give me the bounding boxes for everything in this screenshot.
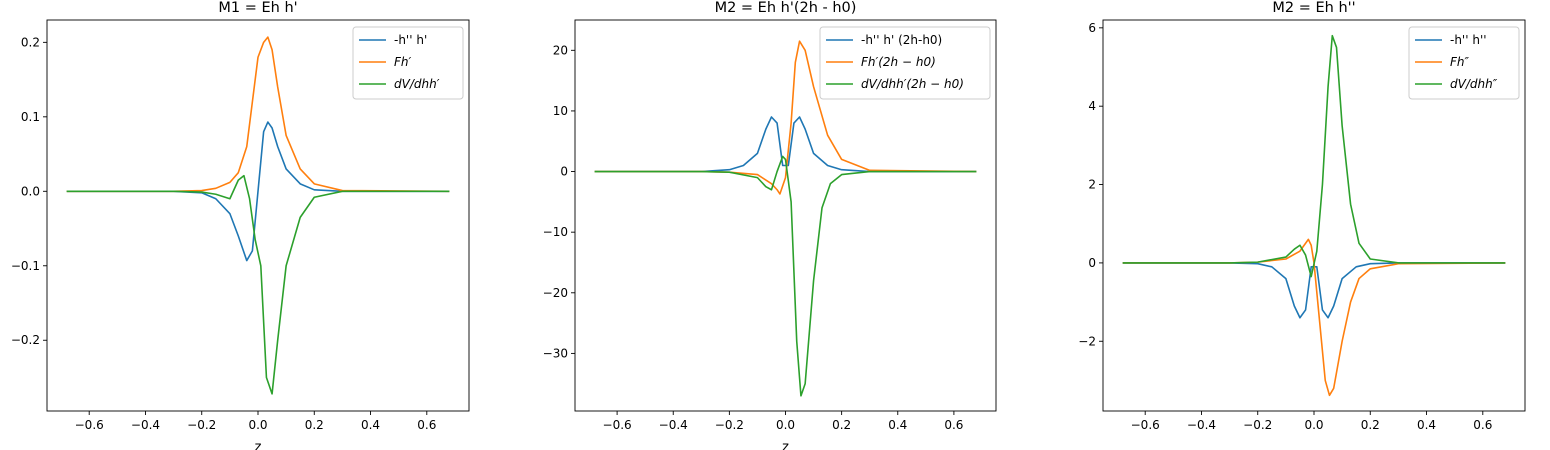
legend-entry-3: dV/dhh″ (1450, 77, 1498, 91)
series-line-2 (1122, 238, 1506, 397)
legend-entry-2: Fh′ (394, 55, 412, 69)
chart-2: −0.6 −0.4 −0.2 0.0 0.2 0.4 0.6 −30 −20 −10 0 10 20 M2… (543, 0, 997, 450)
x-tick-label: −0.4 (1187, 418, 1216, 432)
x-tick-label: −0.6 (75, 418, 104, 432)
y-tick-label: 20 (553, 43, 568, 57)
series-line-1 (66, 121, 450, 262)
y-tick-label: 6 (1088, 21, 1096, 35)
series-line-3 (1122, 34, 1506, 278)
y-tick-label: −0.1 (11, 259, 40, 273)
y-tick-label: 0.2 (21, 35, 40, 49)
y-tick-label: −0.2 (11, 333, 40, 347)
x-tick-label: −0.2 (187, 418, 216, 432)
y-tick-label: 0.1 (21, 110, 40, 124)
x-tick-label: −0.4 (131, 418, 160, 432)
legend: -h'' h' Fh′ dV/dhh′ (352, 26, 464, 100)
x-tick-label: −0.4 (659, 418, 688, 432)
x-tick-label: 0.6 (944, 418, 963, 432)
x-tick-label: 0.2 (1361, 418, 1380, 432)
series-line-3 (594, 155, 977, 397)
legend-entry-3: dV/dhh′ (394, 77, 440, 91)
x-axis-label: z (782, 440, 789, 450)
x-tick-label: 0.6 (417, 418, 436, 432)
x-tick-label: 0.4 (1417, 418, 1436, 432)
x-tick-label: −0.2 (1243, 418, 1272, 432)
x-tick-label: 0.0 (1304, 418, 1323, 432)
series-line-2 (66, 36, 450, 193)
x-tick-label: 0.2 (832, 418, 851, 432)
y-tick-label: −10 (543, 225, 568, 239)
chart-1: −0.6 −0.4 −0.2 0.0 0.2 0.4 0.6 −0.2 −0.1 0.0 0.1 0.… (11, 0, 470, 450)
legend-entry-1: -h'' h' (394, 33, 427, 47)
x-axis-label: z (255, 440, 262, 450)
x-tick-label: −0.2 (715, 418, 744, 432)
legend-entry-1: -h'' h' (2h-h0) (861, 33, 942, 47)
y-tick-label: 2 (1088, 178, 1096, 192)
x-tick-label: 0.4 (361, 418, 380, 432)
chart-title: M2 = Eh h'' (1272, 0, 1355, 16)
legend-box (352, 26, 464, 100)
chart-3: −0.6 −0.4 −0.2 0.0 0.2 0.4 0.6 −2 0 2 4 6 M2 = Eh h'… (1078, 0, 1526, 432)
legend-box (819, 26, 991, 100)
series-line-2 (594, 40, 977, 195)
y-tick-label: −30 (543, 346, 568, 360)
x-tick-label: 0.4 (888, 418, 907, 432)
y-tick-label: −2 (1078, 334, 1096, 348)
legend-entry-2: Fh″ (1450, 55, 1470, 69)
x-tick-label: 0.2 (305, 418, 324, 432)
legend: -h'' h' (2h-h0) Fh′(2h − h0) dV/dhh′(2h − … (819, 26, 991, 100)
chart-title: M1 = Eh h' (218, 0, 297, 16)
x-tick-label: 0.6 (1473, 418, 1492, 432)
x-tick-label: 0.0 (248, 418, 267, 432)
x-tick-label: −0.6 (603, 418, 632, 432)
y-tick-label: −20 (543, 286, 568, 300)
y-tick-label: 0 (1088, 256, 1096, 270)
chart-title: M2 = Eh h'(2h - h0) (715, 0, 857, 16)
legend-box (1408, 26, 1520, 100)
legend-entry-2: Fh′(2h − h0) (861, 55, 936, 69)
legend: -h'' h'' Fh″ dV/dhh″ (1408, 26, 1520, 100)
legend-entry-1: -h'' h'' (1450, 33, 1487, 47)
legend-entry-3: dV/dhh′(2h − h0) (861, 77, 964, 91)
y-tick-label: 0 (560, 165, 568, 179)
x-tick-label: −0.6 (1131, 418, 1160, 432)
x-tick-label: 0.0 (776, 418, 795, 432)
y-tick-label: 4 (1088, 99, 1096, 113)
series-line-3 (66, 174, 450, 395)
y-tick-label: 0.0 (21, 184, 40, 198)
y-tick-label: 10 (553, 104, 568, 118)
